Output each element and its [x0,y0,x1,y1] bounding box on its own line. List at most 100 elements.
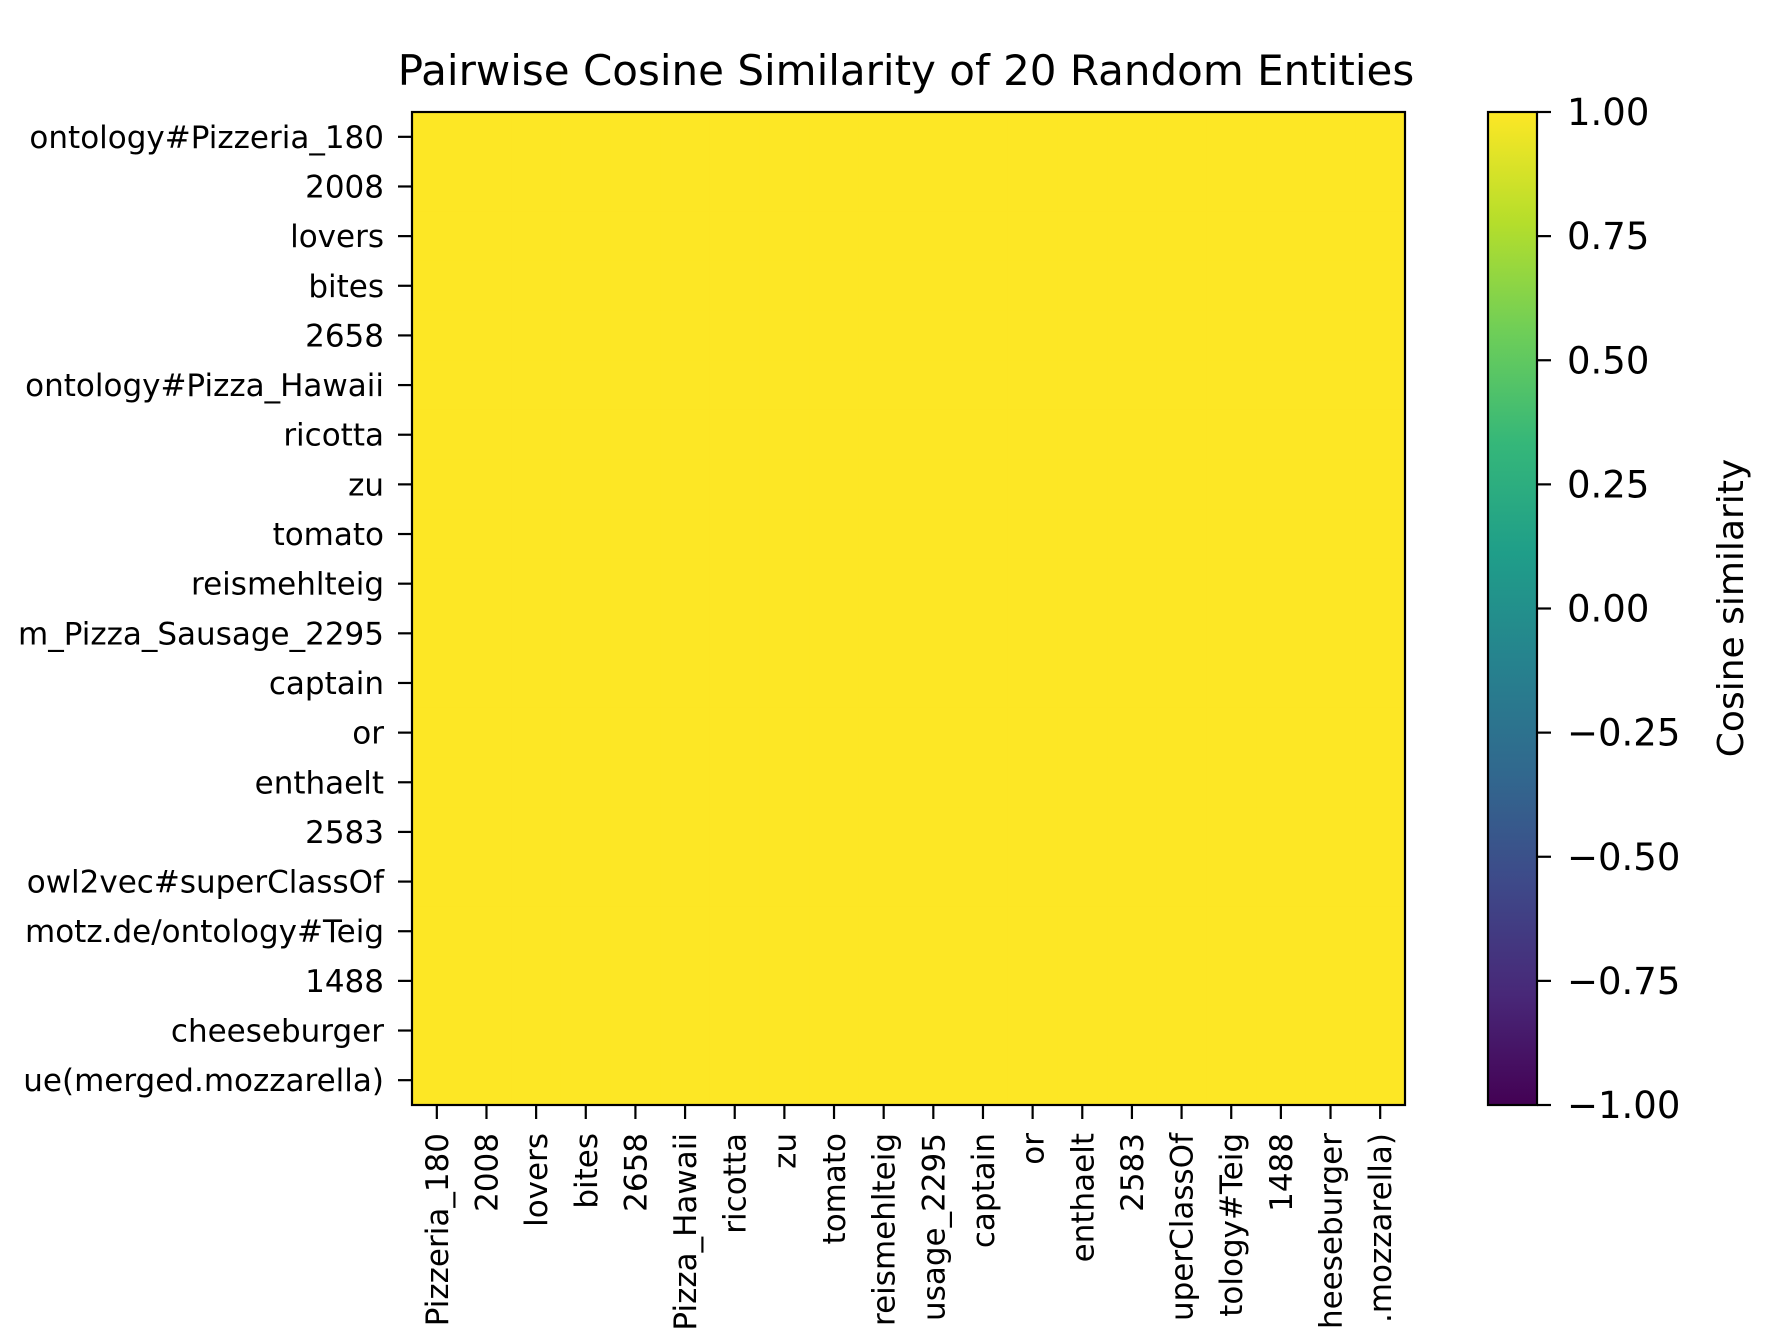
heatmap-cell [709,658,761,709]
heatmap-cell [709,112,761,163]
heatmap-cell [660,360,711,411]
y-tick-label: tomato [273,517,384,553]
heatmap-cell [1206,807,1257,858]
heatmap-cell [610,807,661,858]
heatmap-cell [461,360,512,411]
heatmap-cell [1355,509,1406,560]
heatmap-cell [1206,906,1257,957]
heatmap-cell [908,310,959,361]
heatmap-cell [709,509,761,560]
heatmap-cell [1206,112,1257,163]
colorbar-tick-label: 1.00 [1567,91,1649,134]
heatmap-cells [412,112,1406,1106]
x-tick-label: uperClassOf [1165,1132,1201,1321]
heatmap-cell [660,211,711,262]
heatmap-cell [1305,558,1356,610]
heatmap-cell [858,509,910,560]
colorbar-tick-label: 0.50 [1567,339,1649,382]
heatmap-cell [1305,409,1356,461]
heatmap-cell [1007,658,1059,709]
heatmap-cell [511,459,562,510]
heatmap-cell [759,310,810,361]
heatmap-cell [958,459,1009,510]
heatmap-cell [461,161,512,212]
heatmap-cell [1156,260,1207,312]
heatmap-cell [1057,1055,1108,1106]
heatmap-cell [1156,807,1207,858]
y-tick-label: ue(merged.mozzarella) [23,1063,384,1099]
y-tick-label: 2583 [305,815,384,851]
heatmap-cell [1007,509,1059,560]
heatmap-cell [511,509,562,560]
colorbar-tick-label: −1.00 [1567,1084,1680,1127]
heatmap-cell [908,658,959,709]
heatmap-cell [511,1005,562,1056]
heatmap-cell [1057,856,1108,907]
heatmap-cell [412,558,463,610]
heatmap-cell [1305,1005,1356,1056]
heatmap-cell [560,856,612,907]
x-tick-label: 1488 [1264,1133,1300,1212]
heatmap-cell [412,956,463,1007]
heatmap-cell [1305,161,1356,212]
heatmap-cell [759,409,810,461]
heatmap-cell [610,707,661,759]
heatmap-cell [560,211,612,262]
colorbar-tick-label: 0.25 [1567,463,1649,506]
heatmap-cell [709,161,761,212]
heatmap-cell [908,260,959,312]
heatmap-cell [908,112,959,163]
colorbar-tick-label: −0.75 [1567,960,1680,1003]
heatmap-cell [1256,807,1307,858]
heatmap-cell [1156,310,1207,361]
heatmap-cell [1107,608,1158,659]
x-tick-label: lovers [519,1133,555,1227]
heatmap-cell [610,360,661,411]
heatmap-cell [1057,260,1108,312]
heatmap-cell [759,757,810,808]
heatmap-cell [809,956,860,1007]
heatmap-cell [858,1005,910,1056]
heatmap-cell [809,161,860,212]
heatmap-cell [1355,956,1406,1007]
heatmap-cell [461,906,512,957]
heatmap-cell [412,509,463,560]
heatmap-cell [412,360,463,411]
heatmap-cell [958,757,1009,808]
heatmap-cell [759,161,810,212]
heatmap-cell [511,360,562,411]
heatmap-cell [858,906,910,957]
heatmap-cell [1007,360,1059,411]
heatmap-cell [709,707,761,759]
heatmap-cell [809,856,860,907]
heatmap-cell [610,459,661,510]
heatmap-cell [1305,211,1356,262]
x-tick-label: reismehlteig [867,1133,903,1326]
x-tick-label: tology#Teig [1214,1133,1250,1317]
heatmap-cell [1007,459,1059,510]
heatmap-cell [908,856,959,907]
heatmap-cell [809,360,860,411]
heatmap-cell [610,211,661,262]
heatmap-cell [709,757,761,808]
heatmap-cell [1256,310,1307,361]
y-tick-label: m_Pizza_Sausage_2295 [18,616,384,652]
heatmap-cell [809,707,860,759]
heatmap-cell [908,956,959,1007]
y-tick-label: reismehlteig [191,567,384,603]
heatmap-cell [1156,558,1207,610]
heatmap-cell [1305,707,1356,759]
heatmap-cell [1256,409,1307,461]
heatmap-cell [908,707,959,759]
heatmap-cell [759,211,810,262]
heatmap-cell [858,161,910,212]
heatmap-cell [412,906,463,957]
y-tick-label: zu [348,467,384,503]
heatmap-cell [412,757,463,808]
y-tick-label: enthaelt [255,765,384,801]
y-tick-label: cheeseburger [171,1014,384,1050]
heatmap-cell [1007,757,1059,808]
heatmap-cell [610,956,661,1007]
heatmap-cell [461,807,512,858]
heatmap-cell [1256,757,1307,808]
